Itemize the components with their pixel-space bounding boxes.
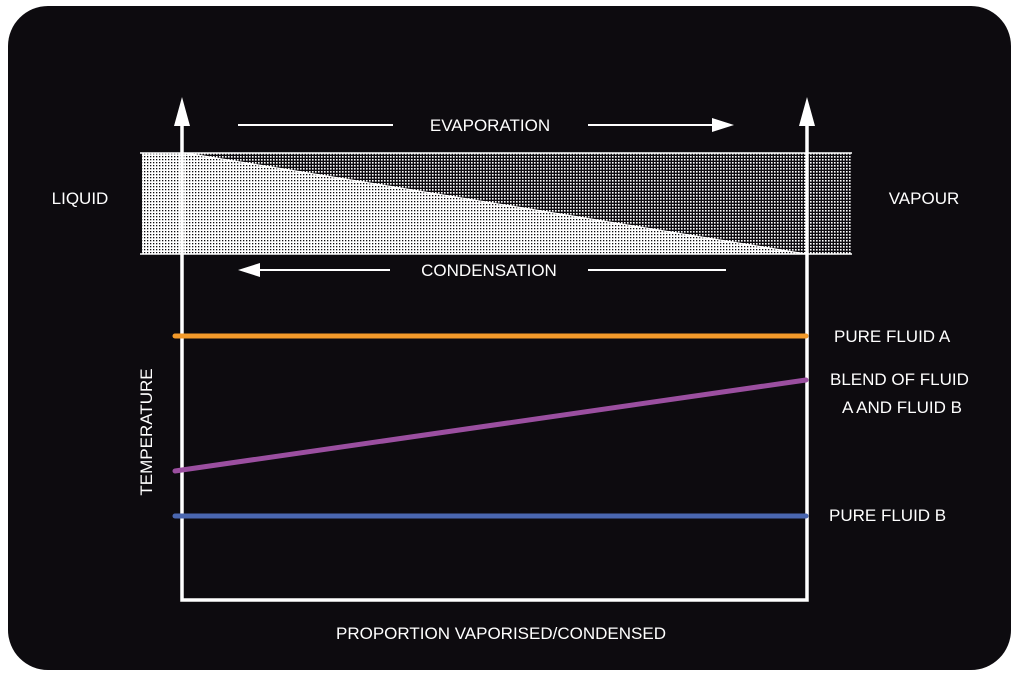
condensation-arrowhead — [238, 263, 260, 277]
evaporation-label: EVAPORATION — [430, 116, 550, 135]
condensation-arrow — [238, 263, 726, 277]
temperature-axis-label: TEMPERATURE — [137, 368, 156, 495]
left-axis-arrowhead — [174, 97, 190, 126]
right-axis-arrowhead — [799, 97, 815, 126]
liquid-label: LIQUID — [52, 189, 109, 208]
blend-label-line-1: BLEND OF FLUID — [830, 370, 969, 389]
pure-fluid-b-label: PURE FLUID B — [829, 506, 946, 525]
evaporation-arrowhead — [712, 118, 734, 132]
band-diagonal — [184, 152, 807, 255]
blend-line — [172, 377, 809, 474]
pure-fluid-a-label: PURE FLUID A — [834, 327, 951, 346]
liquid-region — [142, 153, 806, 254]
axes-outline — [180, 112, 809, 602]
evaporation-arrow — [238, 118, 734, 132]
axes-frame — [174, 97, 815, 602]
condensation-label: CONDENSATION — [421, 261, 557, 280]
phase-change-band — [140, 152, 852, 255]
x-axis-label: PROPORTION VAPORISED/CONDENSED — [336, 624, 666, 643]
blend-label-line-2: A AND FLUID B — [842, 398, 962, 417]
vapour-label: VAPOUR — [889, 189, 960, 208]
